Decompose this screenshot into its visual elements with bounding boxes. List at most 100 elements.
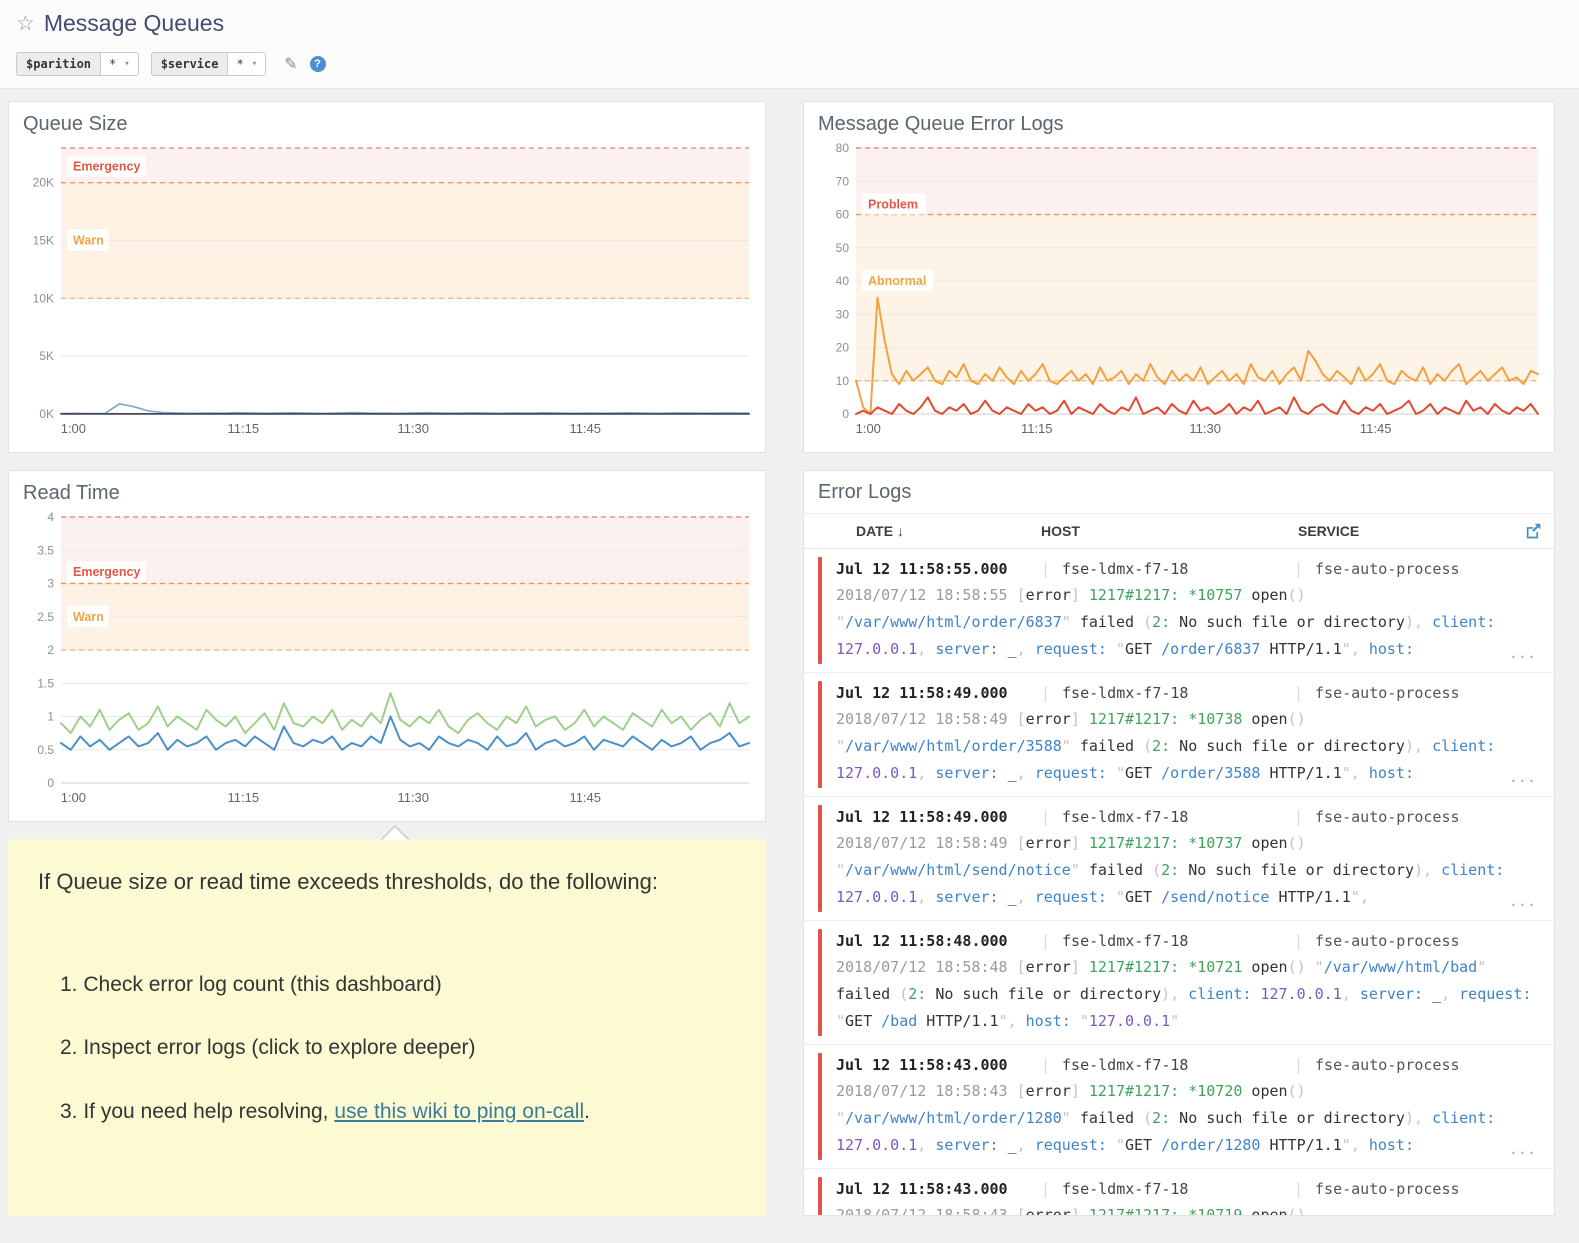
log-status-bar bbox=[818, 1053, 822, 1160]
log-row[interactable]: Jul 12 11:58:43.000|fse-ldmx-f7-18|fse-a… bbox=[804, 1045, 1554, 1169]
mq-error-logs-title: Message Queue Error Logs bbox=[804, 102, 1554, 138]
svg-text:60: 60 bbox=[836, 208, 850, 222]
log-date: Jul 12 11:58:43.000 bbox=[836, 1052, 1041, 1078]
log-service: |fse-auto-process bbox=[1294, 928, 1538, 954]
svg-text:11:15: 11:15 bbox=[228, 790, 260, 805]
chevron-down-icon: ▾ bbox=[252, 59, 257, 69]
variable-service-selected: * bbox=[236, 57, 243, 71]
svg-text:40: 40 bbox=[836, 274, 850, 288]
svg-text:11:30: 11:30 bbox=[397, 421, 429, 436]
svg-text:15K: 15K bbox=[33, 234, 54, 248]
log-date: Jul 12 11:58:43.000 bbox=[836, 1176, 1041, 1202]
note-notch bbox=[380, 825, 410, 840]
svg-text:1.5: 1.5 bbox=[37, 676, 54, 690]
variable-service-value[interactable]: * ▾ bbox=[228, 53, 265, 75]
log-meta: Jul 12 11:58:49.000|fse-ldmx-f7-18|fse-a… bbox=[836, 680, 1538, 706]
log-host: |fse-ldmx-f7-18 bbox=[1041, 556, 1294, 582]
favorite-star-icon[interactable]: ☆ bbox=[16, 13, 35, 34]
svg-text:11:15: 11:15 bbox=[1021, 421, 1053, 436]
separator: | bbox=[1041, 684, 1050, 702]
log-date: Jul 12 11:58:48.000 bbox=[836, 928, 1041, 954]
separator: | bbox=[1294, 684, 1303, 702]
svg-text:5K: 5K bbox=[39, 349, 54, 363]
log-status-bar bbox=[818, 1177, 822, 1215]
log-truncation-ellipsis: ... bbox=[1509, 644, 1536, 662]
mq-error-logs-chart[interactable]: 010203040506070801:0011:1511:3011:45Prob… bbox=[810, 140, 1548, 440]
separator: | bbox=[1041, 932, 1050, 950]
variable-partition-value[interactable]: * ▾ bbox=[101, 53, 138, 75]
external-link-icon[interactable] bbox=[1524, 522, 1542, 540]
log-meta: Jul 12 11:58:43.000|fse-ldmx-f7-18|fse-a… bbox=[836, 1176, 1538, 1202]
svg-text:11:15: 11:15 bbox=[228, 421, 260, 436]
log-row[interactable]: Jul 12 11:58:43.000|fse-ldmx-f7-18|fse-a… bbox=[804, 1169, 1554, 1215]
wiki-oncall-link[interactable]: use this wiki to ping on-call bbox=[334, 1100, 584, 1123]
svg-text:Abnormal: Abnormal bbox=[868, 274, 926, 288]
log-host: |fse-ldmx-f7-18 bbox=[1041, 804, 1294, 830]
log-service: |fse-auto-process bbox=[1294, 804, 1538, 830]
log-meta: Jul 12 11:58:49.000|fse-ldmx-f7-18|fse-a… bbox=[836, 804, 1538, 830]
svg-text:0K: 0K bbox=[39, 407, 54, 421]
read-time-panel: Read Time 00.511.522.533.541:0011:1511:3… bbox=[8, 470, 766, 822]
log-row[interactable]: Jul 12 11:58:48.000|fse-ldmx-f7-18|fse-a… bbox=[804, 921, 1554, 1045]
right-column: Message Queue Error Logs 010203040506070… bbox=[803, 101, 1555, 1216]
svg-text:Warn: Warn bbox=[73, 234, 104, 248]
note-widget: If Queue size or read time exceeds thres… bbox=[8, 839, 766, 1216]
separator: | bbox=[1041, 560, 1050, 578]
column-header-date[interactable]: DATE ↓ bbox=[836, 523, 1041, 539]
svg-text:0.5: 0.5 bbox=[37, 743, 54, 757]
log-row[interactable]: Jul 12 11:58:49.000|fse-ldmx-f7-18|fse-a… bbox=[804, 797, 1554, 921]
svg-text:3: 3 bbox=[47, 577, 54, 591]
queue-size-title: Queue Size bbox=[9, 102, 765, 138]
variable-service-name: $service bbox=[152, 53, 229, 75]
log-row[interactable]: Jul 12 11:58:49.000|fse-ldmx-f7-18|fse-a… bbox=[804, 673, 1554, 797]
variable-partition-selected: * bbox=[109, 57, 116, 71]
read-time-chart[interactable]: 00.511.522.533.541:0011:1511:3011:45Emer… bbox=[15, 509, 759, 809]
log-truncation-ellipsis: ... bbox=[1509, 892, 1536, 910]
log-host: |fse-ldmx-f7-18 bbox=[1041, 1052, 1294, 1078]
svg-text:11:45: 11:45 bbox=[1360, 421, 1392, 436]
note-item-2: 2. Inspect error logs (click to explore … bbox=[38, 1033, 736, 1062]
variable-partition-name: $parition bbox=[17, 53, 101, 75]
note-item-1-text: 1. Check error log count (this dashboard… bbox=[60, 973, 442, 996]
svg-text:10K: 10K bbox=[33, 291, 54, 305]
log-date: Jul 12 11:58:49.000 bbox=[836, 680, 1041, 706]
note-item-2-text: 2. Inspect error logs (click to explore … bbox=[60, 1036, 476, 1059]
error-logs-title: Error Logs bbox=[804, 471, 1554, 514]
log-service: |fse-auto-process bbox=[1294, 1052, 1538, 1078]
log-message: 2018/07/12 18:58:43 [error] 1217#1217: *… bbox=[836, 1078, 1538, 1159]
note-item-3-after: . bbox=[584, 1100, 590, 1123]
svg-text:Emergency: Emergency bbox=[73, 565, 140, 579]
svg-text:2: 2 bbox=[47, 643, 54, 657]
separator: | bbox=[1041, 1056, 1050, 1074]
log-message: 2018/07/12 18:58:55 [error] 1217#1217: *… bbox=[836, 582, 1538, 663]
log-service: |fse-auto-process bbox=[1294, 556, 1538, 582]
svg-text:Emergency: Emergency bbox=[73, 160, 140, 174]
edit-pencil-icon[interactable]: ✎ bbox=[284, 54, 297, 74]
queue-size-chart[interactable]: 0K5K10K15K20K1:0011:1511:3011:45Emergenc… bbox=[15, 140, 759, 440]
left-column: Queue Size 0K5K10K15K20K1:0011:1511:3011… bbox=[8, 101, 766, 1216]
separator: | bbox=[1294, 808, 1303, 826]
queue-size-panel: Queue Size 0K5K10K15K20K1:0011:1511:3011… bbox=[8, 101, 766, 453]
log-status-bar bbox=[818, 805, 822, 912]
chevron-down-icon: ▾ bbox=[124, 59, 129, 69]
title-row: ☆ Message Queues bbox=[16, 10, 1563, 37]
variable-partition[interactable]: $parition * ▾ bbox=[16, 52, 139, 76]
separator: | bbox=[1294, 1056, 1303, 1074]
log-meta: Jul 12 11:58:55.000|fse-ldmx-f7-18|fse-a… bbox=[836, 556, 1538, 582]
log-host: |fse-ldmx-f7-18 bbox=[1041, 928, 1294, 954]
separator: | bbox=[1294, 1180, 1303, 1198]
read-time-title: Read Time bbox=[9, 471, 765, 507]
svg-text:50: 50 bbox=[836, 241, 850, 255]
log-message: 2018/07/12 18:58:49 [error] 1217#1217: *… bbox=[836, 706, 1538, 787]
separator: | bbox=[1041, 1180, 1050, 1198]
column-header-service: SERVICE bbox=[1298, 523, 1540, 539]
dashboard-header: ☆ Message Queues $parition * ▾ $service … bbox=[0, 0, 1579, 89]
help-icon[interactable]: ? bbox=[310, 56, 326, 72]
log-row[interactable]: Jul 12 11:58:55.000|fse-ldmx-f7-18|fse-a… bbox=[804, 549, 1554, 673]
dashboard-grid: Queue Size 0K5K10K15K20K1:0011:1511:3011… bbox=[0, 89, 1579, 1230]
log-message: 2018/07/12 18:58:49 [error] 1217#1217: *… bbox=[836, 830, 1538, 911]
mq-error-logs-panel: Message Queue Error Logs 010203040506070… bbox=[803, 101, 1555, 453]
svg-text:Warn: Warn bbox=[73, 610, 104, 624]
log-host: |fse-ldmx-f7-18 bbox=[1041, 680, 1294, 706]
variable-service[interactable]: $service * ▾ bbox=[151, 52, 266, 76]
